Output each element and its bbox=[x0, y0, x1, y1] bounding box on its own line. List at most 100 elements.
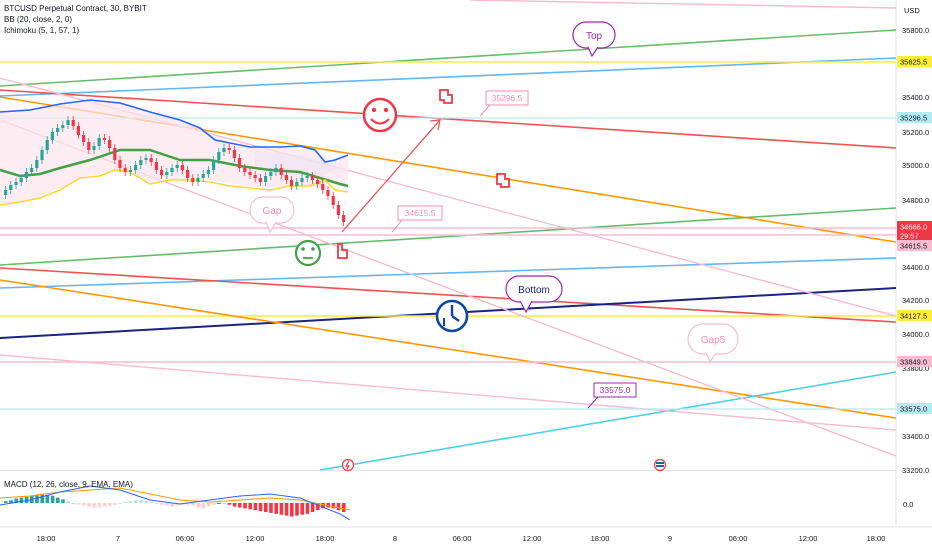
neutral-face-icon[interactable] bbox=[294, 239, 322, 267]
macd-bar bbox=[321, 503, 325, 509]
pink-line-4 bbox=[469, 0, 897, 9]
candle-body bbox=[248, 172, 252, 175]
candle-body bbox=[305, 176, 309, 178]
candle-body bbox=[326, 190, 330, 196]
candle-body bbox=[108, 140, 112, 148]
macd-bar bbox=[295, 503, 299, 516]
macd-histogram[interactable] bbox=[4, 494, 346, 517]
macd-line bbox=[0, 485, 351, 521]
legend-symbol[interactable]: BTCUSD Perpetual Contract, 30, BYBIT bbox=[4, 4, 147, 13]
macd-bar bbox=[102, 503, 107, 507]
pink-line-3 bbox=[0, 354, 897, 431]
candle-body bbox=[19, 178, 23, 182]
macd-bar bbox=[139, 500, 143, 503]
candle-body bbox=[14, 182, 18, 185]
price-label-35296-text: 35296.5 bbox=[492, 93, 523, 103]
callout-gap-label: Gap bbox=[263, 206, 282, 217]
callout-gap5-label: Gap5 bbox=[701, 335, 726, 346]
macd-bar bbox=[24, 496, 29, 503]
time-tick: 18:00 bbox=[867, 534, 886, 543]
trendline-cyan bbox=[319, 371, 897, 471]
bb-upper-line bbox=[0, 99, 349, 163]
candle-body bbox=[196, 178, 200, 182]
flag-icon[interactable] bbox=[653, 458, 667, 472]
macd-signal-line bbox=[0, 487, 351, 511]
smiley-face-icon[interactable] bbox=[362, 97, 398, 133]
macd-axis-tick: 0.0 bbox=[903, 500, 913, 509]
legend-bb[interactable]: BB (20, close, 2, 0) bbox=[4, 15, 73, 24]
candle-body bbox=[170, 168, 174, 172]
pointing-hand-icon[interactable] bbox=[337, 89, 510, 259]
time-tick: 9 bbox=[668, 534, 672, 543]
legend-ichimoku[interactable]: Ichimoku (5, 1, 57, 1) bbox=[4, 26, 80, 35]
price-label-34615-text: 34615.5 bbox=[405, 208, 436, 218]
candle-body bbox=[310, 176, 314, 180]
time-tick: 12:00 bbox=[523, 534, 542, 543]
time-tick: 18:00 bbox=[37, 534, 56, 543]
candle-body bbox=[175, 165, 179, 168]
price-tick: 35400.0 bbox=[902, 93, 929, 102]
candle-body bbox=[222, 148, 226, 152]
candlestick-series[interactable] bbox=[4, 116, 346, 226]
candle-body bbox=[186, 170, 190, 178]
macd-legend[interactable]: MACD (12, 26, close, 9, EMA, EMA) bbox=[4, 480, 133, 489]
clock-icon[interactable] bbox=[435, 299, 469, 333]
macd-bar bbox=[310, 503, 315, 512]
macd-bar bbox=[196, 503, 200, 508]
macd-bar bbox=[191, 503, 195, 506]
price-label-35296[interactable]: 35296.5 bbox=[479, 90, 529, 117]
price-label-33575[interactable]: 33575.0 bbox=[587, 382, 637, 409]
macd-bar bbox=[175, 503, 180, 506]
trendline-red-mid bbox=[0, 267, 897, 323]
candle-body bbox=[201, 174, 205, 178]
candle-body bbox=[118, 160, 122, 168]
macd-bar bbox=[336, 503, 341, 511]
macd-bar bbox=[19, 497, 24, 503]
candle-body bbox=[206, 170, 210, 174]
candle-body bbox=[71, 120, 75, 126]
price-tick: 34400.0 bbox=[902, 263, 929, 272]
candle-body bbox=[50, 132, 54, 140]
trendline-green-top bbox=[0, 29, 897, 87]
macd-bar bbox=[269, 503, 273, 513]
candle-body bbox=[217, 152, 221, 160]
price-tick: 33400.0 bbox=[902, 432, 929, 441]
macd-bar bbox=[170, 503, 174, 507]
pink-lines[interactable] bbox=[0, 0, 897, 457]
callout-top[interactable]: Top bbox=[572, 21, 616, 58]
candle-body bbox=[24, 172, 28, 178]
candle-body bbox=[56, 128, 60, 132]
time-tick: 12:00 bbox=[799, 534, 818, 543]
candle-body bbox=[144, 158, 148, 160]
candle-body bbox=[279, 168, 283, 175]
callout-gap5[interactable]: Gap5 bbox=[687, 323, 739, 364]
price-tag-label: 34127.5 bbox=[900, 312, 927, 321]
price-tag-label: 29:57 bbox=[900, 232, 919, 241]
macd-bar bbox=[243, 503, 247, 509]
time-tick: 06:00 bbox=[176, 534, 195, 543]
price-label-34615[interactable]: 34615.5 bbox=[391, 205, 443, 233]
price-tick: 35200.0 bbox=[902, 128, 929, 137]
price-tag-label: 33849.0 bbox=[900, 358, 927, 367]
candle-body bbox=[30, 168, 34, 172]
time-axis-ticks: 18:00 7 06:00 12:00 18:00 8 06:00 12:00 18:00 9 06… bbox=[37, 534, 886, 543]
trendline-blue-mid bbox=[0, 257, 897, 289]
callout-bottom[interactable]: Bottom bbox=[505, 275, 563, 314]
lightning-icon[interactable] bbox=[341, 458, 355, 472]
candle-body bbox=[165, 172, 169, 175]
macd-bar bbox=[186, 503, 190, 505]
macd-bar bbox=[253, 503, 258, 511]
macd-bar bbox=[217, 503, 221, 504]
candle-body bbox=[82, 135, 86, 142]
callout-gap[interactable]: Gap bbox=[249, 196, 295, 234]
macd-bar bbox=[45, 494, 50, 503]
candle-body bbox=[331, 196, 335, 205]
macd-bar bbox=[232, 503, 237, 507]
macd-bar bbox=[300, 503, 304, 515]
projection-arrow[interactable] bbox=[341, 119, 441, 233]
callout-top-label: Top bbox=[586, 31, 603, 42]
candle-body bbox=[295, 182, 299, 186]
macd-bar bbox=[248, 503, 252, 510]
